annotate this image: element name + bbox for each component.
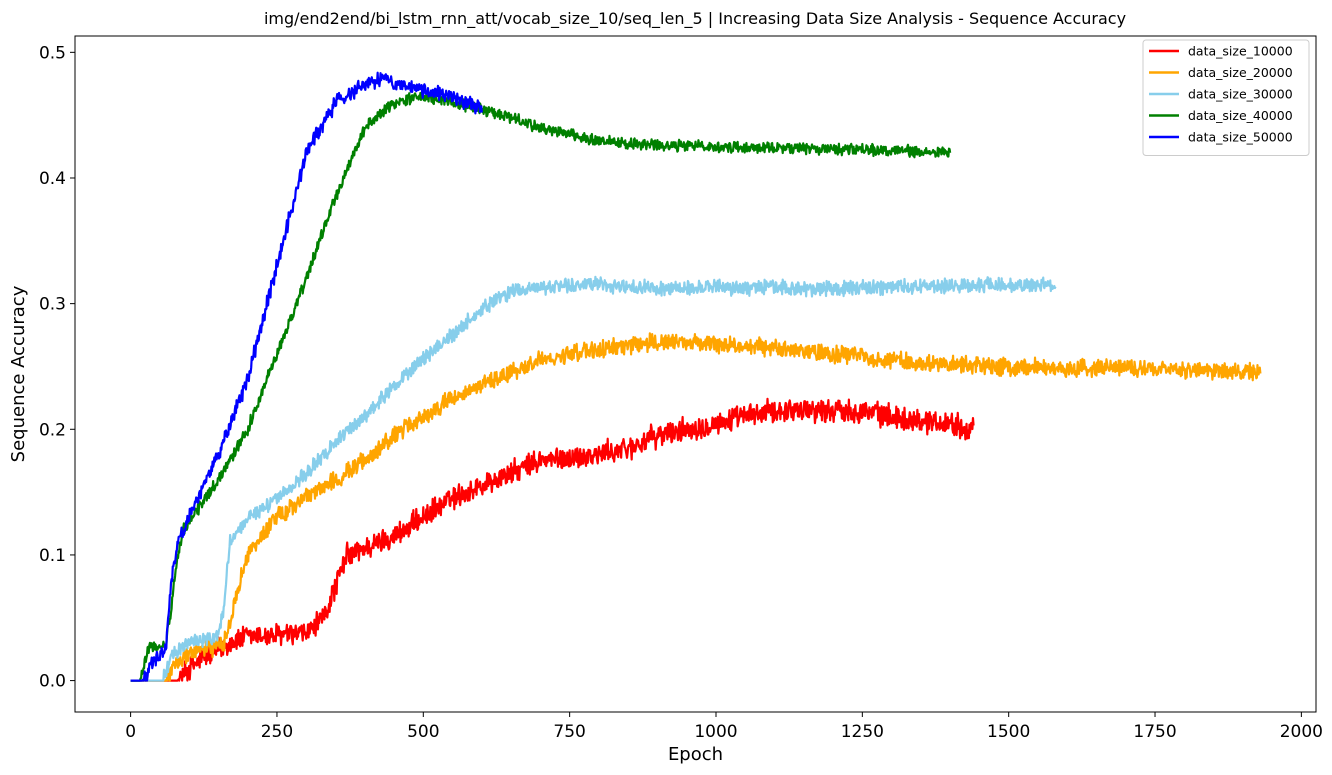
y-axis-label: Sequence Accuracy: [8, 285, 29, 462]
x-tick-label: 1000: [694, 722, 737, 742]
series-line-data_size_50000: [130, 71, 483, 682]
series-line-data_size_20000: [130, 332, 1262, 682]
x-tick-label: 750: [553, 722, 585, 742]
y-tick-label: 0.3: [39, 295, 66, 315]
series-line-data_size_10000: [130, 397, 975, 682]
x-tick-label: 250: [261, 722, 293, 742]
plot-lines: [130, 71, 1262, 682]
legend-label: data_size_10000: [1188, 44, 1293, 59]
legend-label: data_size_20000: [1188, 65, 1293, 80]
x-axis-ticks: 0 250 500 750 1000 1250 1500 1750 2000: [125, 712, 1323, 742]
series-line-data_size_30000: [130, 275, 1057, 682]
y-tick-label: 0.5: [39, 43, 66, 63]
x-tick-label: 2000: [1280, 722, 1323, 742]
x-tick-label: 1250: [841, 722, 884, 742]
y-tick-label: 0.4: [39, 169, 66, 189]
x-axis-label: Epoch: [668, 744, 723, 765]
legend-box: [1142, 39, 1310, 156]
y-axis-ticks: 0.0 0.1 0.2 0.3 0.4 0.5: [39, 43, 75, 692]
y-tick-label: 0.2: [39, 420, 66, 440]
legend-label: data_size_50000: [1188, 130, 1293, 145]
legend-label: data_size_40000: [1188, 108, 1293, 123]
series-line-data_size_40000: [130, 91, 952, 682]
legend: data_size_10000 data_size_20000 data_size_…: [1142, 39, 1310, 156]
y-tick-label: 0.1: [39, 546, 66, 566]
x-tick-label: 0: [125, 722, 136, 742]
y-tick-label: 0.0: [39, 672, 66, 692]
plot-frame: [74, 35, 1317, 713]
x-tick-label: 1750: [1133, 722, 1176, 742]
x-tick-label: 1500: [987, 722, 1030, 742]
chart-title: img/end2end/bi_lstm_rnn_att/vocab_size_1…: [264, 9, 1126, 29]
legend-label: data_size_30000: [1188, 87, 1293, 102]
x-tick-label: 500: [407, 722, 439, 742]
